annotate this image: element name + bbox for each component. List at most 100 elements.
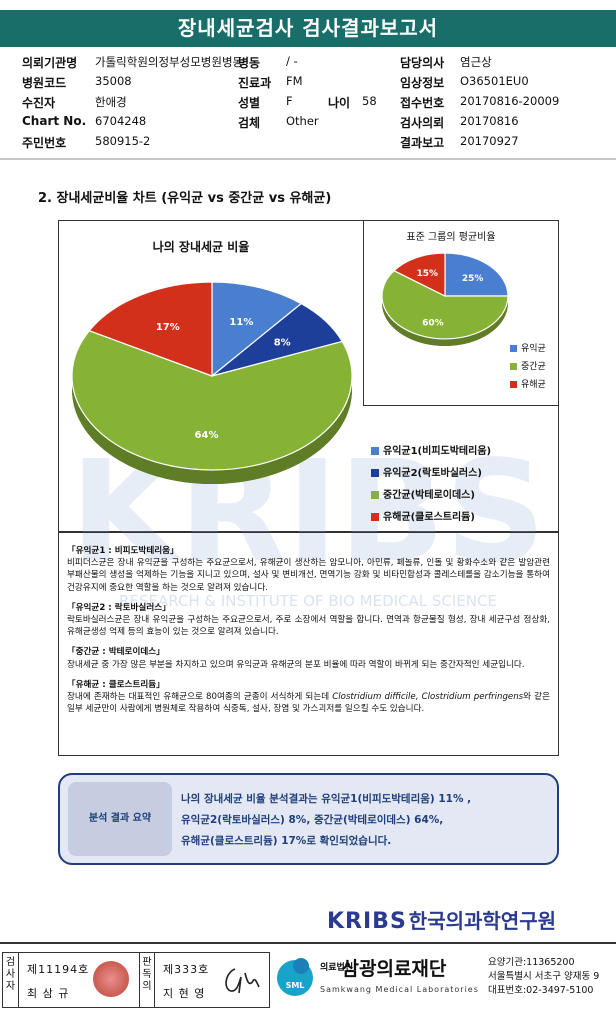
lab-address: 서울특별시 서초구 양재동 9 — [488, 971, 600, 982]
chart-no-value: 6704248 — [95, 114, 147, 128]
summary-line: 유해균(클로스트리듐) 17%로 확인되었습니다. — [181, 835, 392, 847]
standard-pie: 25% 60% 15% — [381, 252, 509, 346]
pie-slice — [392, 252, 446, 297]
pie-slice — [444, 252, 509, 297]
divider — [0, 158, 616, 160]
pie-charts: 나의 장내세균 비율 11%8%64%17% 유익균1(비피도박테리움)유익균2… — [71, 231, 546, 523]
desc-body: 비피더스균은 장내 유익균을 구성하는 주요균으로서, 유해균이 생산하는 암모… — [67, 558, 550, 593]
sex-label: 성별 — [238, 96, 261, 110]
institution-value: 가톨릭학원의정부성모병원병동 — [95, 55, 244, 69]
desc-body-species: Clostridium difficile, Clostridium perfr… — [332, 692, 524, 703]
summary-text: 나의 장내세균 비율 분석결과는 유익균1(비피도박테리움) 11% , 유익균… — [181, 789, 551, 852]
summary-label: 분석 결과 요약 — [68, 782, 172, 856]
section-title: 2. 장내세균비율 차트 (유익균 vs 중간균 vs 유해균) — [38, 191, 332, 206]
pie-slice — [381, 269, 509, 340]
clinical-value: O36501EU0 — [460, 74, 529, 88]
age-value: 58 — [362, 94, 377, 108]
legend-label: 유해균(클로스트리듐) — [383, 510, 475, 523]
rrn-value: 580915-2 — [95, 134, 151, 148]
examiner-seal — [93, 961, 129, 997]
institution-label: 의뢰기관명 — [22, 56, 78, 70]
kribs-logo-ko: 한국의과학연구원 — [408, 909, 556, 933]
desc-clostridium: 「유해균 : 클로스트리듐」 장내에 존재하는 대표적인 유해균으로 80여종의… — [67, 679, 550, 716]
specimen-value: Other — [286, 114, 319, 128]
main-legend: 유익균1(비피도박테리움) 유익균2(락토바실러스) 중간균(박테로이데스) 유해균(… — [371, 444, 491, 523]
legend-swatch — [371, 447, 379, 455]
kribs-logo-en: KRIBS — [327, 909, 407, 934]
examiner-name: 최 삼 규 — [27, 987, 70, 1000]
legend-swatch — [510, 363, 517, 370]
pie-data-label: 17% — [156, 322, 180, 333]
examiner-label: 검사자 — [3, 953, 19, 1007]
desc-head: 「유해균 : 클로스트리듐」 — [67, 679, 165, 690]
desc-body-post: 와 같은 일부 세균만이 사람에게 병원체로 작용하여 식중독, 설사, 장염 … — [67, 692, 550, 715]
lab-corp: 의료법인 — [320, 962, 354, 973]
legend-label: 중간균(박테로이데스) — [383, 488, 475, 501]
report-title: 장내세균검사 검사결과보고서 — [0, 10, 616, 47]
standard-chart-title: 표준 그룹의 평균비율 — [406, 231, 495, 243]
kribs-logo: KRIBS 한국의과학연구원 — [327, 905, 612, 935]
doctor-label: 담당의사 — [400, 56, 445, 70]
ward-value: / - — [286, 54, 298, 68]
footer: 검사자 제11194호 최 삼 규 판독의 제333호 지 현 영 SML 의료… — [2, 952, 616, 1010]
pie-data-label: 25% — [462, 274, 484, 284]
legend-swatch — [371, 513, 379, 521]
report-date-label: 결과보고 — [400, 136, 445, 150]
legend-swatch — [371, 469, 379, 477]
pie-data-label: 11% — [229, 317, 253, 328]
desc-body: 락토바실러스균은 장내 유익균을 구성하는 주요균으로서, 주로 소장에서 역할… — [67, 615, 550, 638]
legend-label: 중간균 — [521, 361, 546, 372]
lab-code: 요양기관:11365200 — [488, 957, 575, 968]
legend-label: 유익균 — [521, 342, 546, 354]
hospital-code-label: 병원코드 — [22, 76, 67, 90]
pie-data-label: 15% — [417, 269, 439, 279]
report-date-value: 20170927 — [460, 134, 519, 148]
legend-swatch — [510, 345, 517, 352]
desc-body: 장내에 존재하는 대표적인 유해균으로 80여종의 균종이 서식하게 되는데 C… — [67, 691, 550, 715]
sml-logo-text: SML — [286, 981, 305, 990]
patient-info: 의뢰기관명 가톨릭학원의정부성모병원병동 병동 / - 담당의사 염근상 병원코… — [22, 54, 612, 154]
request-value: 20170816 — [460, 114, 519, 128]
desc-body: 장내세균 중 가장 많은 부분을 차지하고 있으며 유익균과 유해균의 분포 비… — [67, 659, 525, 670]
ward-label: 병동 — [238, 56, 261, 70]
sex-value: F — [286, 94, 293, 108]
lab-phone: 대표번호:02-3497-5100 — [488, 985, 594, 996]
lab-name: 삼광의료재단 — [341, 958, 447, 980]
pie-slice — [211, 281, 303, 378]
analysis-summary: 분석 결과 요약 나의 장내세균 비율 분석결과는 유익균1(비피도박테리움) … — [58, 773, 559, 865]
main-chart-title: 나의 장내세균 비율 — [153, 239, 250, 254]
pie-data-label: 64% — [195, 430, 219, 441]
examiner-license: 제11194호 — [27, 963, 90, 976]
reviewer-license: 제333호 — [163, 963, 210, 976]
patient-value: 한애경 — [95, 95, 127, 109]
dept-value: FM — [286, 74, 303, 88]
legend-label: 유해균 — [521, 379, 546, 390]
reviewer-label: 판독의 — [139, 953, 155, 1007]
pie-data-label: 60% — [422, 318, 444, 328]
receipt-label: 접수번호 — [400, 96, 445, 110]
age-label: 나이 — [328, 96, 351, 110]
desc-bifidobacterium: 「유익균1 : 비피도박테리움」 비피더스균은 장내 유익균을 구성하는 주요균… — [67, 545, 550, 594]
desc-bacteroides: 「중간균 : 박테로이데스」 장내세균 중 가장 많은 부분을 차지하고 있으며… — [67, 646, 550, 670]
signature-box: 검사자 제11194호 최 삼 규 판독의 제333호 지 현 영 — [2, 952, 270, 1008]
desc-head: 「중간균 : 박테로이데스」 — [67, 647, 165, 658]
legend-swatch — [371, 491, 379, 499]
desc-head: 「유익균2 : 락토바실러스」 — [67, 602, 171, 613]
chart-no-label: Chart No. — [22, 114, 87, 128]
legend-label: 유익균2(락토바실러스) — [383, 466, 482, 479]
clinical-label: 임상정보 — [400, 76, 445, 90]
reviewer-signature — [225, 968, 260, 994]
desc-head: 「유익균1 : 비피도박테리움」 — [67, 546, 179, 556]
desc-body-pre: 장내에 존재하는 대표적인 유해균으로 80여종의 균종이 서식하게 되는데 — [67, 692, 333, 703]
legend-label: 유익균1(비피도박테리움) — [383, 444, 491, 457]
specimen-label: 검체 — [238, 116, 261, 130]
request-label: 검사의뢰 — [400, 116, 445, 130]
main-pie: 11% 8% 64% 17% — [71, 281, 353, 484]
bacteria-descriptions: 「유익균1 : 비피도박테리움」 비피더스균은 장내 유익균을 구성하는 주요균… — [58, 532, 559, 756]
lab-name-en: Samkwang Medical Laboratories — [320, 985, 479, 994]
receipt-value: 20170816-20009 — [460, 94, 560, 108]
hospital-code-value: 35008 — [95, 74, 132, 88]
doctor-value: 염근상 — [460, 55, 492, 69]
footer-divider — [0, 942, 616, 944]
